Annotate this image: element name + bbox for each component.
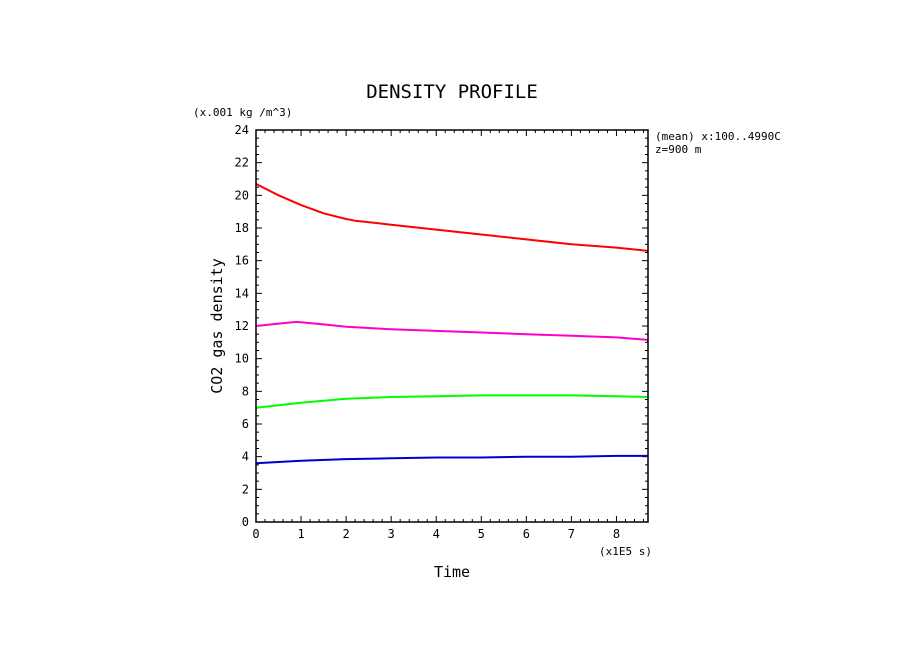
x-units-label: (x1E5 s) xyxy=(599,545,652,558)
y-tick-label: 10 xyxy=(235,352,249,366)
x-tick-label: 7 xyxy=(568,527,575,541)
y-tick-label: 4 xyxy=(242,450,249,464)
plot-frame xyxy=(255,129,649,523)
x-tick-label: 0 xyxy=(252,527,259,541)
y-tick-label: 16 xyxy=(235,254,249,268)
x-tick-label: 5 xyxy=(478,527,485,541)
y-axis-title: CO2 gas density xyxy=(208,258,226,393)
x-tick-label: 4 xyxy=(433,527,440,541)
y-tick-label: 12 xyxy=(235,319,249,333)
y-tick-label: 20 xyxy=(235,188,249,202)
x-tick-label: 8 xyxy=(613,527,620,541)
y-tick-label: 2 xyxy=(242,482,249,496)
series-line-1 xyxy=(255,183,649,252)
series-line-3 xyxy=(255,394,649,409)
y-units-label: (x.001 kg /m^3) xyxy=(193,106,292,119)
x-tick-label: 6 xyxy=(523,527,530,541)
y-tick-label: 0 xyxy=(242,515,249,529)
y-tick-label: 6 xyxy=(242,417,249,431)
series-line-4 xyxy=(255,454,648,465)
y-tick-label: 8 xyxy=(242,384,249,398)
x-tick-label: 2 xyxy=(342,527,349,541)
x-tick-label: 1 xyxy=(297,527,304,541)
y-tick-label: 22 xyxy=(235,156,249,170)
y-tick-label: 14 xyxy=(235,286,249,300)
y-tick-label: 18 xyxy=(235,221,249,235)
x-tick-label: 3 xyxy=(388,527,395,541)
x-axis-title: Time xyxy=(434,563,470,581)
annotation-mean-range: (mean) x:100..4990C xyxy=(655,130,781,143)
chart-title: DENSITY PROFILE xyxy=(366,81,538,103)
annotation-depth: z=900 m xyxy=(655,143,702,156)
data-series xyxy=(255,183,649,465)
y-tick-label: 24 xyxy=(235,123,249,137)
series-line-2 xyxy=(255,320,649,341)
